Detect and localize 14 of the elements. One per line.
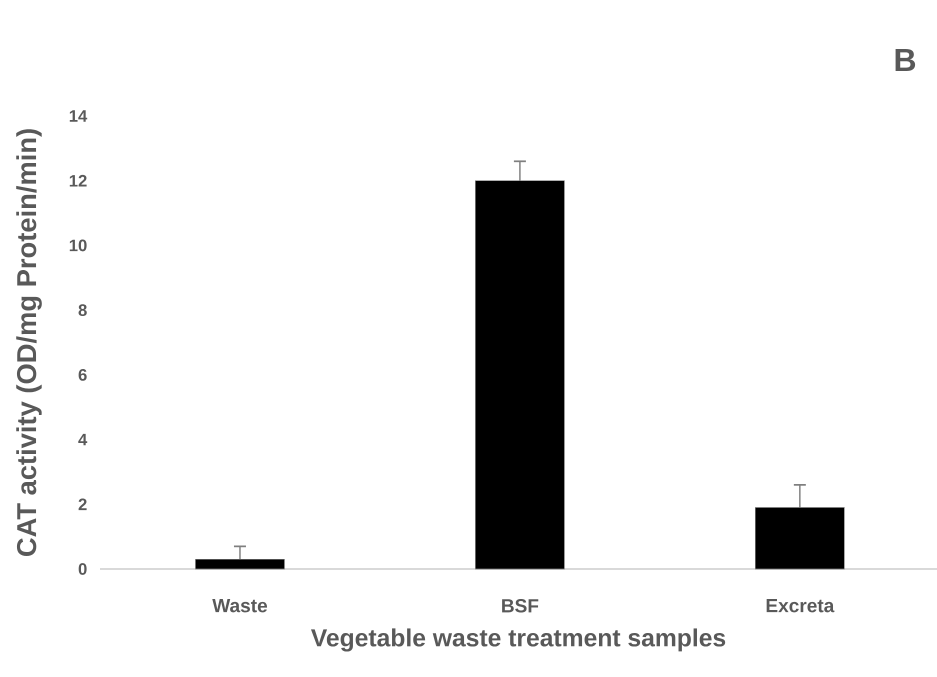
- y-tick-label: 8: [78, 304, 87, 316]
- text: B: [896, 48, 916, 71]
- y-tick-label: 6: [78, 368, 87, 381]
- y-tick-label: 14: [70, 110, 88, 122]
- y-axis-title: CAT activity (OD/mg Protein/min): [16, 129, 42, 556]
- y-tick-label: 10: [70, 240, 87, 252]
- y-tick-label: 0: [78, 563, 87, 575]
- y-tick-label: 4: [78, 434, 88, 446]
- x-tick-label: Waste: [212, 599, 268, 612]
- y-tick-label: 2: [78, 498, 87, 510]
- x-tick-label: BSF: [502, 599, 538, 613]
- x-axis-title: Vegetable waste treatment samples: [310, 628, 726, 652]
- y-tick-label: 12: [70, 174, 87, 187]
- x-tick-label: Excreta: [766, 599, 834, 612]
